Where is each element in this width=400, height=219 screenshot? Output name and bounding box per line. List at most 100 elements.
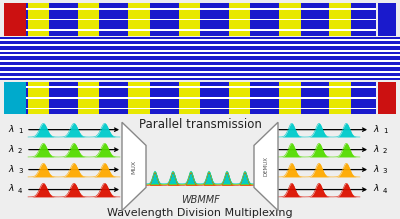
Bar bbox=[279, 103, 300, 114]
Bar bbox=[0, 44, 400, 46]
Bar bbox=[179, 25, 200, 35]
Bar bbox=[229, 103, 250, 114]
Bar bbox=[0, 69, 400, 80]
Bar bbox=[0, 65, 400, 67]
Bar bbox=[78, 14, 100, 25]
Bar bbox=[24, 92, 376, 103]
Bar bbox=[28, 92, 49, 103]
Bar bbox=[279, 14, 300, 25]
Bar bbox=[0, 39, 400, 41]
Bar bbox=[330, 25, 351, 35]
Bar bbox=[128, 103, 150, 114]
Text: 3: 3 bbox=[18, 168, 22, 174]
Bar bbox=[24, 25, 376, 35]
Text: WBMMF: WBMMF bbox=[181, 195, 219, 205]
Bar bbox=[28, 14, 49, 25]
Text: 3: 3 bbox=[383, 168, 387, 174]
Bar bbox=[4, 92, 26, 103]
Text: $\lambda$: $\lambda$ bbox=[373, 162, 380, 173]
Bar bbox=[330, 103, 351, 114]
Bar bbox=[179, 4, 200, 14]
Bar bbox=[378, 25, 396, 35]
Bar bbox=[78, 82, 100, 92]
Bar bbox=[378, 103, 396, 114]
Bar bbox=[78, 92, 100, 103]
Bar bbox=[378, 14, 396, 25]
Bar bbox=[28, 103, 49, 114]
Bar bbox=[0, 71, 400, 73]
Bar bbox=[229, 82, 250, 92]
Bar bbox=[24, 82, 376, 92]
Bar bbox=[78, 25, 100, 35]
Bar bbox=[4, 82, 26, 92]
Text: $\lambda$: $\lambda$ bbox=[373, 182, 380, 194]
Bar bbox=[0, 76, 400, 78]
Text: 4: 4 bbox=[383, 188, 387, 194]
Bar bbox=[24, 4, 376, 14]
Bar bbox=[378, 92, 396, 103]
Text: 2: 2 bbox=[18, 148, 22, 154]
Text: Parallel transmission: Parallel transmission bbox=[138, 118, 262, 131]
Polygon shape bbox=[254, 122, 278, 211]
Bar bbox=[28, 82, 49, 92]
Bar bbox=[179, 82, 200, 92]
Bar bbox=[229, 14, 250, 25]
Text: MUX: MUX bbox=[132, 159, 136, 173]
Bar bbox=[378, 4, 396, 14]
Text: $\lambda$: $\lambda$ bbox=[8, 143, 15, 154]
Bar bbox=[24, 8, 376, 10]
Text: $\lambda$: $\lambda$ bbox=[373, 123, 380, 134]
Bar bbox=[24, 97, 376, 99]
Text: 1: 1 bbox=[383, 128, 387, 134]
Bar bbox=[279, 82, 300, 92]
Bar bbox=[229, 25, 250, 35]
Bar bbox=[128, 82, 150, 92]
Bar bbox=[4, 4, 26, 14]
Text: Wavelength Division Multiplexing: Wavelength Division Multiplexing bbox=[107, 208, 293, 218]
Text: $\lambda$: $\lambda$ bbox=[373, 143, 380, 154]
Bar bbox=[128, 92, 150, 103]
Bar bbox=[378, 82, 396, 92]
Bar bbox=[24, 108, 376, 109]
Bar bbox=[128, 14, 150, 25]
Bar bbox=[229, 4, 250, 14]
Text: 2: 2 bbox=[383, 148, 387, 154]
Text: $\lambda$: $\lambda$ bbox=[8, 182, 15, 194]
Bar bbox=[0, 60, 400, 62]
Polygon shape bbox=[122, 122, 146, 211]
Bar bbox=[78, 103, 100, 114]
Text: 4: 4 bbox=[18, 188, 22, 194]
Text: $\lambda$: $\lambda$ bbox=[8, 123, 15, 134]
Bar bbox=[0, 48, 400, 59]
Bar bbox=[24, 103, 376, 114]
Bar bbox=[179, 92, 200, 103]
Bar bbox=[4, 25, 26, 35]
Bar bbox=[330, 82, 351, 92]
Bar bbox=[330, 14, 351, 25]
Bar bbox=[279, 92, 300, 103]
Bar bbox=[0, 37, 400, 48]
Bar bbox=[128, 25, 150, 35]
Bar bbox=[279, 4, 300, 14]
Bar bbox=[179, 103, 200, 114]
Bar bbox=[24, 14, 376, 25]
Bar bbox=[229, 92, 250, 103]
Bar bbox=[0, 59, 400, 69]
Bar bbox=[330, 92, 351, 103]
Bar bbox=[4, 103, 26, 114]
Bar bbox=[24, 86, 376, 88]
Bar bbox=[279, 25, 300, 35]
Bar bbox=[128, 4, 150, 14]
Bar bbox=[28, 25, 49, 35]
Bar bbox=[179, 14, 200, 25]
Text: 1: 1 bbox=[18, 128, 22, 134]
Text: DEMUX: DEMUX bbox=[264, 156, 268, 177]
Bar bbox=[330, 4, 351, 14]
Bar bbox=[24, 29, 376, 31]
Bar bbox=[24, 19, 376, 20]
Bar bbox=[4, 14, 26, 25]
Bar bbox=[0, 54, 400, 57]
Bar bbox=[0, 49, 400, 52]
Text: $\lambda$: $\lambda$ bbox=[8, 162, 15, 173]
Bar bbox=[28, 4, 49, 14]
